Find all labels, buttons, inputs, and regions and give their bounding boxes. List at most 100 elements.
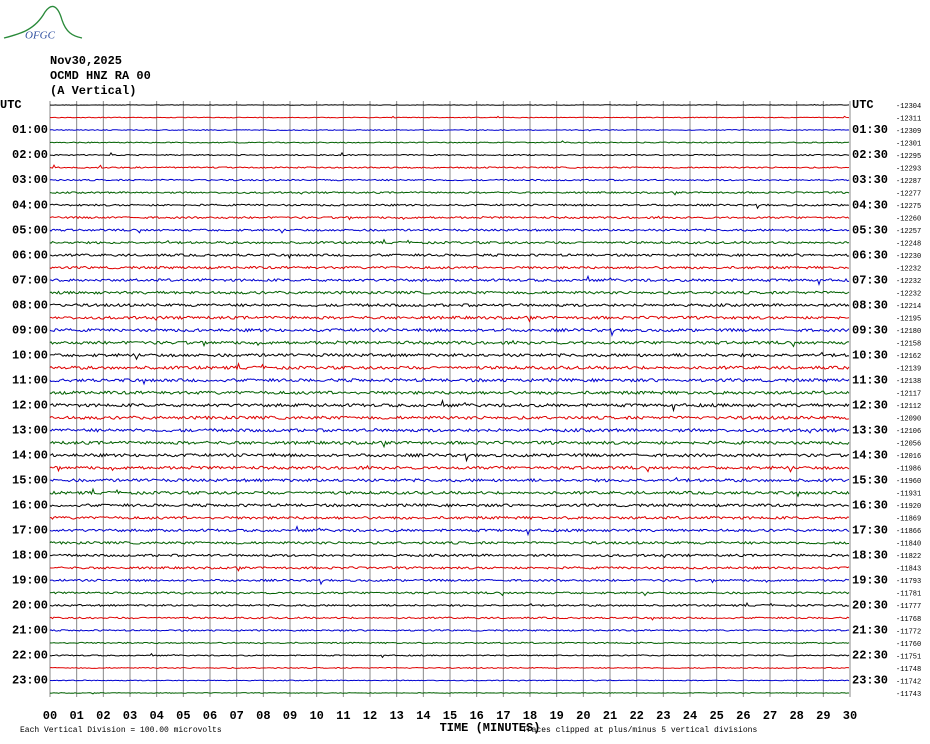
left-time-label: 03:00 <box>12 173 48 187</box>
trace <box>49 215 850 221</box>
x-tick-label: 20 <box>576 709 590 723</box>
trace-value: -12232 <box>896 265 921 273</box>
trace-value: -12295 <box>896 153 921 161</box>
x-tick-label: 17 <box>496 709 510 723</box>
left-time-label: 16:00 <box>12 498 48 512</box>
x-tick-label: 03 <box>123 709 137 723</box>
left-time-label: 10:00 <box>12 348 48 362</box>
trace-value: -12117 <box>896 391 921 399</box>
trace-value: -12304 <box>896 103 921 111</box>
right-time-label: 22:30 <box>852 649 888 663</box>
left-time-label: 21:00 <box>12 624 48 638</box>
trace-value: -11986 <box>896 466 921 474</box>
trace <box>49 362 850 371</box>
x-tick-label: 24 <box>683 709 697 723</box>
trace-value: -11748 <box>896 666 921 674</box>
trace <box>49 553 850 559</box>
trace-value: -12232 <box>896 290 921 298</box>
trace-value: -11869 <box>896 516 921 524</box>
left-time-label: 17:00 <box>12 524 48 538</box>
x-tick-label: 27 <box>763 709 777 723</box>
trace-value: -11866 <box>896 528 921 536</box>
right-time-label: 12:30 <box>852 398 888 412</box>
right-time-label: 01:30 <box>852 123 888 137</box>
trace-value: -11931 <box>896 491 921 499</box>
trace <box>49 440 850 449</box>
x-tick-label: 30 <box>843 709 857 723</box>
x-tick-label: 15 <box>443 709 457 723</box>
trace <box>49 315 850 323</box>
left-time-label: 05:00 <box>12 223 48 237</box>
right-time-label: 08:30 <box>852 298 888 312</box>
trace <box>49 339 850 348</box>
trace-value: -11743 <box>896 691 921 699</box>
trace-value: -12301 <box>896 140 921 148</box>
x-tick-label: 05 <box>176 709 190 723</box>
trace-value: -12158 <box>896 341 921 349</box>
trace-value: -11960 <box>896 478 921 486</box>
trace <box>49 565 850 572</box>
footer-right: Traces clipped at plus/minus 5 vertical … <box>522 726 757 735</box>
left-time-label: 04:00 <box>12 198 48 212</box>
trace <box>49 515 850 520</box>
trace <box>49 103 850 106</box>
trace <box>49 164 850 169</box>
trace <box>49 415 850 421</box>
trace-value: -12309 <box>896 128 921 136</box>
right-time-label: 20:30 <box>852 599 888 613</box>
left-time-label: 18:00 <box>12 549 48 563</box>
left-time-label: 02:00 <box>12 148 48 162</box>
trace <box>49 253 850 260</box>
x-tick-label: 22 <box>629 709 643 723</box>
right-time-label: 19:30 <box>852 574 888 588</box>
header-line: (A Vertical) <box>50 84 136 98</box>
right-time-label: 11:30 <box>852 373 888 387</box>
x-tick-label: 10 <box>309 709 323 723</box>
left-time-label: 15:00 <box>12 473 48 487</box>
trace <box>49 274 850 287</box>
x-tick-label: 09 <box>283 709 297 723</box>
right-time-label: 17:30 <box>852 524 888 538</box>
right-time-label: 07:30 <box>852 273 888 287</box>
trace <box>49 351 850 361</box>
trace <box>49 203 850 210</box>
trace-value: -12056 <box>896 441 921 449</box>
trace <box>49 377 850 386</box>
trace-value: -12195 <box>896 316 921 324</box>
right-time-label: 18:30 <box>852 549 888 563</box>
trace <box>49 525 850 537</box>
x-tick-label: 06 <box>203 709 217 723</box>
trace <box>49 679 850 682</box>
trace <box>49 191 850 196</box>
trace <box>49 464 850 473</box>
trace-value: -11781 <box>896 591 921 599</box>
trace <box>49 590 850 597</box>
trace <box>49 390 850 396</box>
x-tick-label: 25 <box>709 709 723 723</box>
trace <box>49 398 850 413</box>
right-time-label: 13:30 <box>852 423 888 437</box>
right-time-label: 15:30 <box>852 473 888 487</box>
trace-value: -12293 <box>896 165 921 173</box>
trace <box>49 666 850 670</box>
trace-value: -12016 <box>896 453 921 461</box>
trace <box>49 692 850 695</box>
trace <box>49 641 850 645</box>
trace <box>49 427 850 434</box>
right-time-label: UTC <box>852 98 874 112</box>
trace-value: -12162 <box>896 353 921 361</box>
right-time-label: 06:30 <box>852 248 888 262</box>
trace-value: -12257 <box>896 228 921 236</box>
trace <box>49 238 850 245</box>
trace <box>49 487 850 498</box>
trace-value: -11751 <box>896 653 921 661</box>
trace-value: -12248 <box>896 240 921 248</box>
left-time-label: 08:00 <box>12 298 48 312</box>
trace <box>49 265 850 270</box>
left-time-label: 11:00 <box>12 373 48 387</box>
trace-value: -11920 <box>896 503 921 511</box>
right-time-label: 21:30 <box>852 624 888 638</box>
right-time-label: 05:30 <box>852 223 888 237</box>
